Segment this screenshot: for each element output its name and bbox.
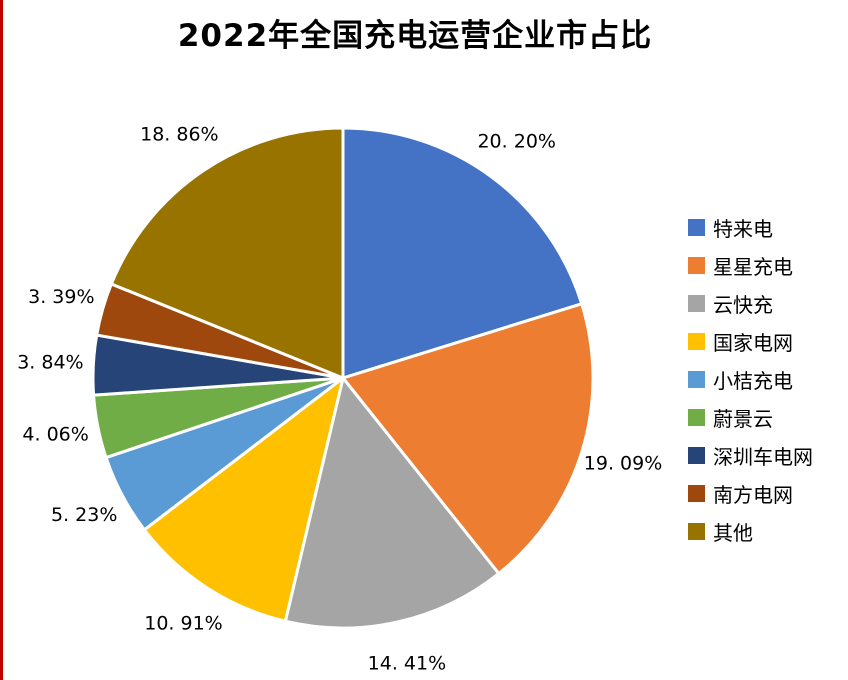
legend-swatch xyxy=(688,484,705,502)
legend-label: 南方电网 xyxy=(713,482,793,507)
legend-item: 国家电网 xyxy=(688,329,813,355)
legend-label: 云快充 xyxy=(713,292,773,317)
legend-item: 星星充电 xyxy=(688,253,813,279)
slice-label: 4. 06% xyxy=(22,424,88,446)
pie-slice-2 xyxy=(341,302,595,576)
legend-item: 蔚景云 xyxy=(688,405,813,431)
legend-item: 云快充 xyxy=(688,291,813,317)
legend-swatch xyxy=(688,332,705,350)
legend-label: 深圳车电网 xyxy=(713,444,813,469)
legend-label: 其他 xyxy=(713,520,753,545)
legend-item: 其他 xyxy=(688,519,813,545)
legend-swatch xyxy=(688,446,705,464)
slice-label: 5. 23% xyxy=(51,504,117,526)
legend-label: 特来电 xyxy=(713,216,773,241)
legend-swatch xyxy=(688,522,705,540)
legend-swatch xyxy=(688,370,705,388)
legend-item: 深圳车电网 xyxy=(688,443,813,469)
legend-swatch xyxy=(688,218,705,236)
legend-item: 小桔充电 xyxy=(688,367,813,393)
left-accent-line xyxy=(0,0,3,680)
legend: 特来电星星充电云快充国家电网小桔充电蔚景云深圳车电网南方电网其他 xyxy=(688,215,813,545)
legend-label: 国家电网 xyxy=(713,330,793,355)
slice-label: 18. 86% xyxy=(140,123,219,145)
legend-swatch xyxy=(688,294,705,312)
slice-label: 14. 41% xyxy=(368,652,447,674)
pie-slice-9 xyxy=(109,126,345,380)
legend-swatch xyxy=(688,256,705,274)
pie-slice-3 xyxy=(283,376,501,630)
slice-label: 19. 09% xyxy=(584,453,663,475)
legend-item: 南方电网 xyxy=(688,481,813,507)
slice-label: 3. 39% xyxy=(28,286,94,308)
legend-label: 蔚景云 xyxy=(713,406,773,431)
legend-swatch xyxy=(688,408,705,426)
pie-slice-4 xyxy=(142,376,345,623)
legend-label: 星星充电 xyxy=(713,254,793,279)
legend-item: 特来电 xyxy=(688,215,813,241)
chart-title: 2022年全国充电运营企业市占比 xyxy=(177,18,653,54)
slice-label: 3. 84% xyxy=(17,351,83,373)
slice-label: 20. 20% xyxy=(477,131,556,153)
slice-label: 10. 91% xyxy=(144,612,223,634)
legend-label: 小桔充电 xyxy=(713,368,793,393)
pie-slice-1 xyxy=(341,126,584,380)
